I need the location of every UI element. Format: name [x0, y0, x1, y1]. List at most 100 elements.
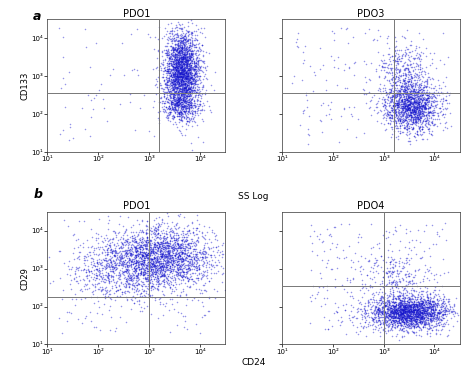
Point: [406, 60, 413, 67]
Point: [171, 247, 178, 253]
Point: [188, 123, 196, 129]
Point: [88, 97, 95, 103]
Point: [200, 241, 208, 248]
Point: [181, 91, 189, 97]
Point: [379, 305, 387, 312]
Point: [104, 262, 112, 269]
Point: [137, 229, 145, 235]
Point: [415, 314, 422, 320]
Point: [401, 314, 409, 320]
Point: [386, 300, 393, 307]
Point: [380, 317, 388, 323]
Point: [374, 313, 382, 319]
Point: [179, 104, 187, 110]
Point: [174, 64, 182, 70]
Point: [210, 286, 218, 293]
Point: [169, 242, 176, 248]
Point: [385, 297, 392, 303]
Point: [406, 112, 414, 118]
Point: [420, 307, 428, 313]
Point: [170, 258, 177, 264]
Point: [161, 272, 169, 278]
Point: [432, 312, 440, 318]
Point: [398, 302, 405, 308]
Point: [145, 240, 153, 246]
Point: [414, 316, 421, 322]
Point: [408, 278, 416, 284]
Point: [169, 234, 176, 240]
Point: [183, 73, 191, 79]
Point: [419, 94, 427, 101]
Point: [174, 60, 182, 67]
Point: [400, 129, 407, 135]
Point: [176, 71, 183, 77]
Point: [403, 314, 411, 320]
Point: [387, 61, 394, 67]
Point: [121, 267, 129, 274]
Point: [130, 289, 138, 295]
Point: [185, 93, 193, 99]
Point: [419, 307, 427, 313]
Point: [180, 87, 188, 93]
Point: [170, 108, 178, 114]
Point: [391, 299, 398, 305]
Point: [156, 249, 164, 255]
Point: [355, 116, 362, 122]
Point: [408, 320, 416, 327]
Point: [158, 273, 165, 279]
Point: [408, 285, 415, 291]
Point: [415, 105, 422, 111]
Point: [138, 236, 146, 242]
Point: [123, 260, 130, 267]
Point: [129, 222, 137, 228]
Point: [398, 53, 406, 59]
Point: [420, 228, 428, 234]
Point: [98, 275, 105, 281]
Point: [419, 305, 426, 311]
Point: [184, 90, 192, 96]
Point: [179, 74, 186, 80]
Point: [398, 101, 405, 107]
Point: [123, 255, 131, 261]
Point: [180, 67, 188, 73]
Point: [388, 311, 395, 317]
Point: [417, 105, 425, 111]
Point: [165, 92, 173, 98]
Point: [417, 79, 425, 86]
Point: [389, 310, 396, 316]
Point: [407, 296, 415, 303]
Point: [402, 230, 410, 236]
Point: [155, 265, 162, 271]
Point: [187, 256, 195, 262]
Point: [111, 253, 118, 259]
Point: [430, 122, 438, 128]
Point: [138, 249, 146, 255]
Point: [392, 107, 399, 113]
Point: [381, 64, 388, 70]
Point: [172, 36, 180, 43]
Point: [419, 298, 427, 305]
Point: [410, 96, 418, 102]
Point: [383, 310, 391, 317]
Point: [367, 304, 375, 310]
Point: [397, 83, 404, 89]
Point: [181, 31, 189, 38]
Point: [159, 98, 167, 104]
Point: [195, 75, 203, 81]
Point: [157, 82, 164, 88]
Point: [169, 86, 177, 92]
Point: [441, 124, 449, 130]
Point: [193, 81, 201, 87]
Point: [419, 308, 427, 315]
Point: [184, 77, 192, 84]
Point: [145, 246, 153, 252]
Point: [399, 119, 406, 125]
Point: [425, 118, 433, 125]
Point: [180, 70, 188, 76]
Point: [192, 67, 200, 74]
Point: [182, 89, 189, 96]
Point: [401, 307, 408, 313]
Point: [384, 253, 392, 260]
Point: [181, 76, 189, 82]
Point: [181, 53, 189, 60]
